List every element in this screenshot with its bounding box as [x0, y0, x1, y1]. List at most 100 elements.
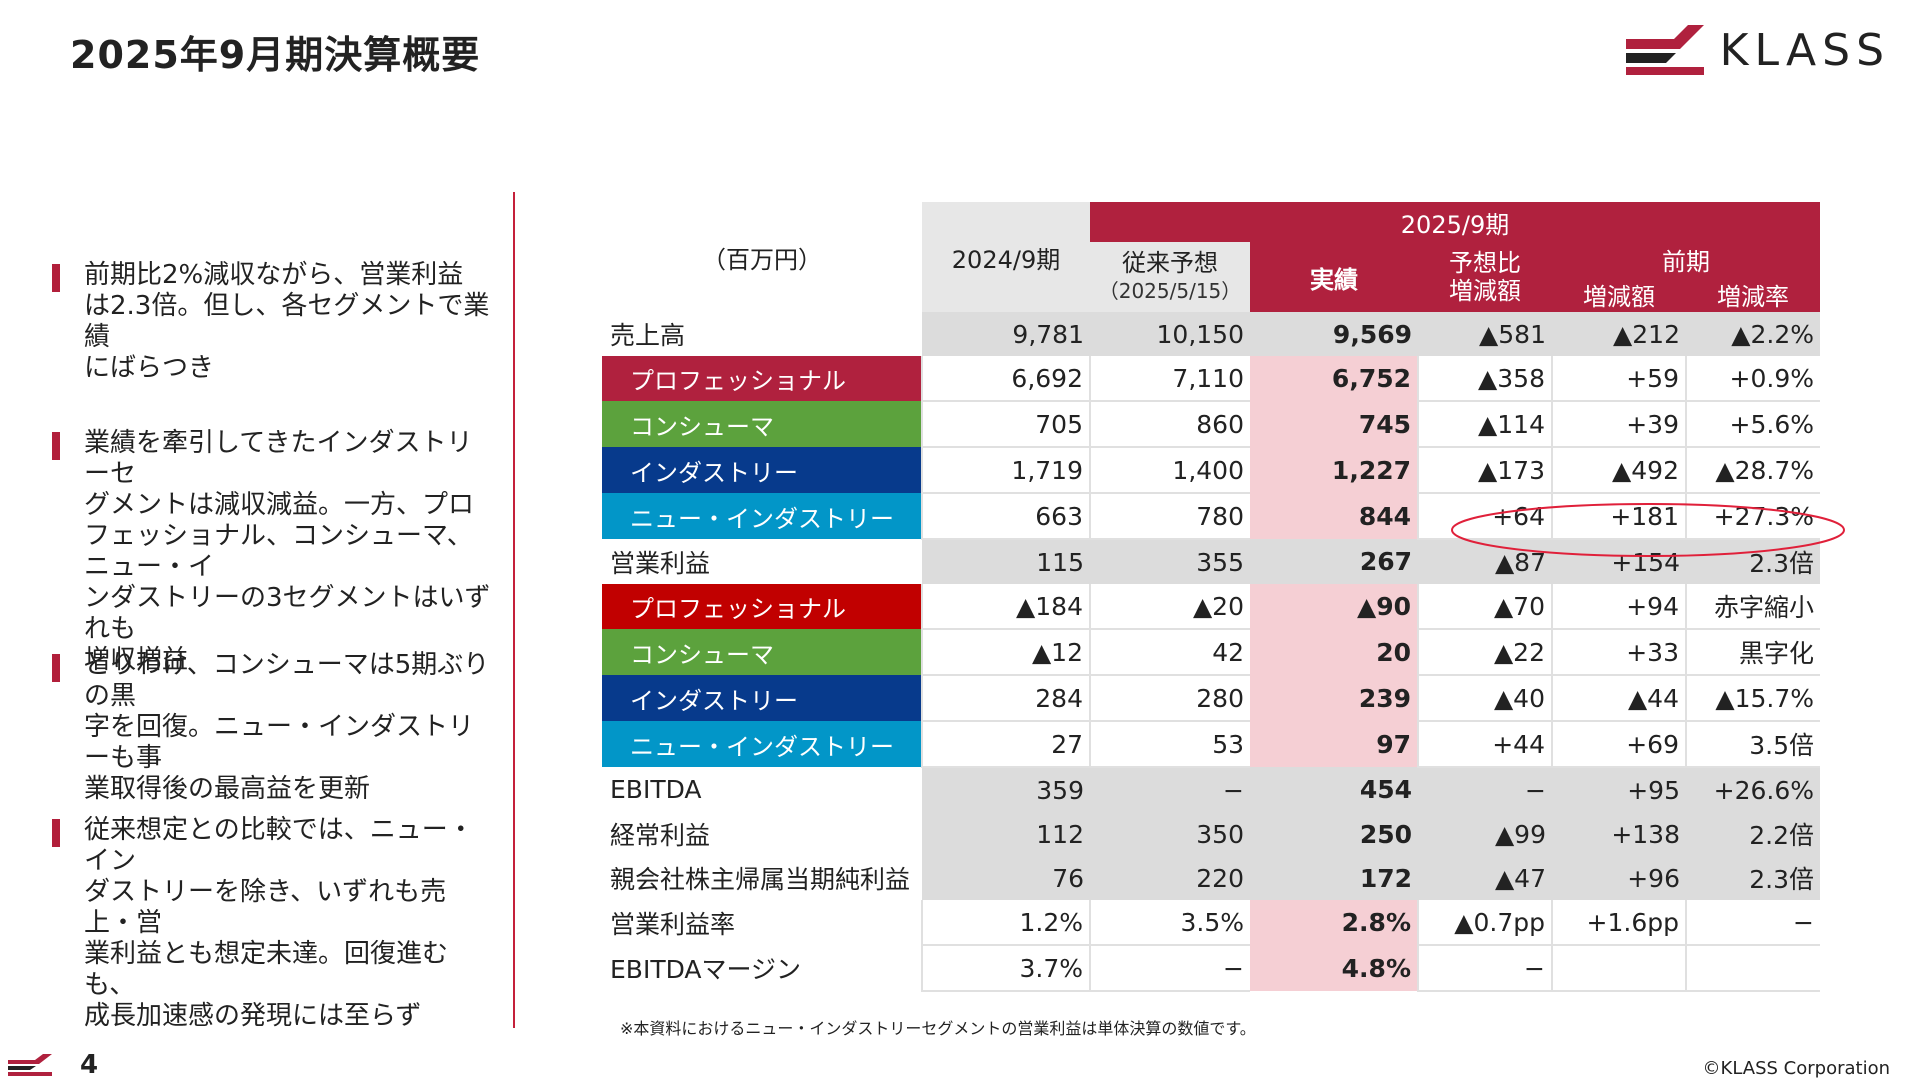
bullet-text: とりわけ、コンシューマは5期ぶりの黒 字を回復。ニュー・インダストリーも事 業取…: [84, 650, 490, 804]
header-yoy-rate: 増減率: [1686, 277, 1820, 312]
cell: −: [1090, 767, 1250, 812]
company-logo: KLASS: [1625, 24, 1890, 76]
cell: +64: [1417, 493, 1552, 540]
cell-actual: 250: [1250, 812, 1418, 856]
cell-actual: 4.8%: [1250, 945, 1418, 991]
header-vs-forecast: 予想比 増減額: [1418, 242, 1552, 312]
table-row: プロフェッショナル 6,692 7,110 6,752 ▲358 +59 +0.…: [602, 356, 1820, 402]
cell: +39: [1551, 401, 1686, 448]
logo-text: KLASS: [1719, 24, 1890, 76]
bullet-item: とりわけ、コンシューマは5期ぶりの黒 字を回復。ニュー・インダストリーも事 業取…: [52, 650, 492, 805]
cell: ▲184: [921, 584, 1090, 630]
table-row: ニュー・インダストリー 27 53 97 +44 +69 3.5倍: [602, 721, 1820, 768]
bullet-text: 前期比2%減収ながら、営業利益 は2.3倍。但し、各セグメントで業績 にばらつき: [84, 260, 490, 383]
cell: −: [1685, 900, 1820, 946]
row-label: 売上高: [610, 321, 686, 350]
cell: 2.2倍: [1686, 812, 1820, 856]
cell: ▲15.7%: [1685, 675, 1820, 722]
cell: 220: [1090, 856, 1250, 900]
bullet-item: 前期比2%減収ながら、営業利益 は2.3倍。但し、各セグメントで業績 にばらつき: [52, 260, 492, 384]
segment-label-new-industry: ニュー・インダストリー: [602, 721, 922, 767]
cell: 705: [921, 401, 1090, 448]
cell: 10,150: [1090, 312, 1250, 356]
cell: 3.5%: [1089, 900, 1250, 946]
cell: +95: [1552, 767, 1686, 812]
table-row: EBITDA 359 − 454 − +95 +26.6%: [602, 767, 1820, 812]
table-row: インダストリー 284 280 239 ▲40 ▲44 ▲15.7%: [602, 675, 1820, 722]
cell: 1,400: [1089, 447, 1250, 494]
cell: ▲28.7%: [1685, 447, 1820, 494]
table-row: ニュー・インダストリー 663 780 844 +64 +181 +27.3%: [602, 493, 1820, 540]
cell: ▲20: [1089, 584, 1250, 630]
header-yoy: 前期: [1552, 242, 1820, 277]
cell: 860: [1089, 401, 1250, 448]
cell-actual: 97: [1250, 721, 1418, 767]
row-label: 営業利益率: [610, 909, 736, 939]
row-label: 親会社株主帰属当期純利益: [610, 865, 911, 894]
cell: ▲212: [1552, 312, 1686, 356]
cell: [1685, 945, 1820, 992]
vs-forecast-label: 予想比: [1449, 249, 1521, 277]
cell: 7,110: [1089, 356, 1250, 402]
cell: +27.3%: [1685, 493, 1820, 540]
header-actual: 実績: [1250, 242, 1418, 312]
cell: ▲70: [1417, 584, 1552, 630]
cell: 76: [922, 856, 1090, 900]
cell: 53: [1089, 721, 1250, 768]
cell: 355: [1090, 539, 1250, 584]
cell: ▲114: [1417, 401, 1552, 448]
cell: ▲173: [1417, 447, 1552, 494]
cell: 280: [1089, 675, 1250, 722]
cell: ▲22: [1417, 629, 1552, 676]
cell: ▲2.2%: [1686, 312, 1820, 356]
cell: +0.9%: [1685, 356, 1820, 402]
header-yoy-amount: 増減額: [1552, 277, 1686, 312]
row-label: EBITDAマージン: [610, 955, 802, 984]
bullet-marker: [52, 432, 60, 460]
cell: +138: [1552, 812, 1686, 856]
cell: −: [1417, 945, 1552, 992]
segment-label-professional: プロフェッショナル: [602, 356, 922, 401]
klass-logo-icon: [1625, 25, 1704, 75]
cell-actual: 2.8%: [1250, 900, 1418, 945]
row-label: EBITDA: [610, 775, 702, 804]
cell: 42: [1089, 629, 1250, 676]
bullet-marker: [52, 654, 60, 682]
forecast-date: （2025/5/15）: [1098, 279, 1242, 303]
bullet-text: 業績を牽引してきたインダストリーセ グメントは減収減益。一方、プロ フェッショナ…: [84, 428, 491, 675]
cell: +44: [1417, 721, 1552, 768]
cell: 1,719: [921, 447, 1090, 494]
segment-label-new-industry: ニュー・インダストリー: [602, 493, 922, 539]
segment-label-consumer: コンシューマ: [602, 629, 922, 675]
header-current-period: 2025/9期: [1090, 202, 1820, 242]
table-row: プロフェッショナル ▲184 ▲20 ▲90 ▲70 +94 赤字縮小: [602, 584, 1820, 630]
cell: 115: [922, 539, 1090, 584]
table-row: 売上高 9,781 10,150 9,569 ▲581 ▲212 ▲2.2%: [602, 312, 1820, 356]
cell-actual: 172: [1250, 856, 1418, 900]
table-row: 営業利益率 1.2% 3.5% 2.8% ▲0.7pp +1.6pp −: [602, 900, 1820, 946]
cell-actual: 239: [1250, 675, 1418, 721]
cell-actual: 9,569: [1250, 312, 1418, 356]
cell: 359: [922, 767, 1090, 812]
segment-label-industry: インダストリー: [602, 447, 922, 493]
cell-actual: ▲90: [1250, 584, 1418, 629]
cell: −: [1418, 767, 1552, 812]
cell-actual: 454: [1250, 767, 1418, 812]
copyright: ©KLASS Corporation: [1702, 1058, 1890, 1079]
bullet-marker: [52, 819, 60, 847]
table-row: 営業利益 115 355 267 ▲87 +154 2.3倍: [602, 539, 1820, 584]
cell: −: [1089, 945, 1250, 992]
cell: ▲358: [1417, 356, 1552, 402]
cell: 780: [1089, 493, 1250, 540]
row-label: 営業利益: [610, 548, 711, 578]
cell: 3.7%: [921, 945, 1090, 992]
cell-actual: 267: [1250, 539, 1418, 584]
page-title: 2025年9月期決算概要: [70, 33, 481, 77]
bullet-item: 業績を牽引してきたインダストリーセ グメントは減収減益。一方、プロ フェッショナ…: [52, 428, 492, 676]
cell: 2.3倍: [1686, 539, 1820, 584]
cell: ▲44: [1551, 675, 1686, 722]
cell: ▲492: [1551, 447, 1686, 494]
cell-actual: 844: [1250, 493, 1418, 539]
table-row: 親会社株主帰属当期純利益 76 220 172 ▲47 +96 2.3倍: [602, 856, 1820, 900]
cell: ▲0.7pp: [1417, 900, 1552, 946]
